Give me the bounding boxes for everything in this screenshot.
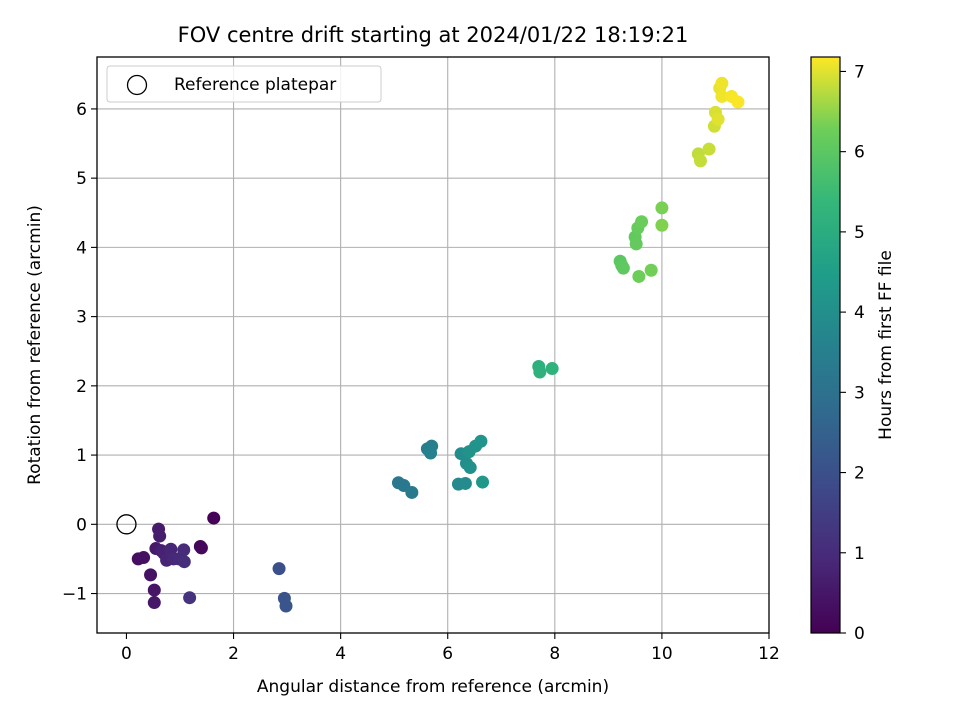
grid-lines	[97, 57, 769, 633]
data-point	[533, 365, 547, 379]
x-tick-label: 12	[758, 644, 780, 664]
data-point	[476, 475, 490, 489]
y-axis-ticks: −1 0 1 2 3 4 5 6	[62, 100, 97, 605]
data-point	[629, 237, 643, 251]
colorbar-tick-label: 4	[854, 303, 865, 323]
data-point	[655, 218, 669, 232]
data-point	[715, 89, 729, 103]
data-point	[474, 434, 488, 448]
colorbar-tick-label: 2	[854, 464, 865, 484]
data-point	[183, 591, 197, 605]
x-tick-label: 10	[651, 644, 673, 664]
reference-platepar-marker	[116, 514, 137, 535]
chart-title: FOV centre drift starting at 2024/01/22 …	[178, 23, 689, 47]
data-point	[177, 555, 191, 569]
data-point	[424, 446, 438, 460]
x-tick-label: 0	[121, 644, 132, 664]
colorbar-tick-label: 0	[854, 624, 865, 644]
data-point	[405, 485, 419, 499]
y-tick-label: 2	[76, 377, 87, 397]
legend-label-reference: Reference platepar	[174, 75, 336, 95]
data-points	[131, 76, 745, 613]
colorbar	[810, 56, 841, 634]
y-tick-label: 3	[76, 308, 87, 328]
data-point	[177, 543, 191, 557]
reference-marker-layer	[116, 514, 137, 535]
data-point	[147, 596, 161, 610]
x-tick-label: 2	[228, 644, 239, 664]
data-point	[644, 263, 658, 277]
y-tick-label: 1	[76, 446, 87, 466]
x-tick-label: 8	[549, 644, 560, 664]
data-point	[153, 529, 167, 543]
data-point	[702, 142, 716, 156]
colorbar-tick-label: 1	[854, 544, 865, 564]
colorbar-tick-label: 7	[854, 62, 865, 82]
data-point	[272, 562, 286, 576]
y-tick-label: 6	[76, 100, 87, 120]
data-point	[693, 154, 707, 168]
data-point	[655, 201, 669, 215]
data-point	[616, 261, 630, 275]
colorbar-ticks: 0 1 2 3 4 5 6 7	[840, 62, 865, 644]
x-axis-title: Angular distance from reference (arcmin)	[257, 677, 609, 697]
data-point	[458, 476, 472, 490]
x-axis-ticks: 0 2 4 6 8 10 12	[121, 633, 780, 664]
y-tick-label: 5	[76, 169, 87, 189]
data-point	[194, 541, 208, 555]
data-point	[279, 599, 293, 613]
data-point	[144, 568, 158, 582]
colorbar-tick-label: 6	[854, 143, 865, 163]
legend-box	[106, 65, 382, 103]
data-point	[711, 112, 725, 126]
y-tick-label: −1	[62, 585, 87, 605]
colorbar-tick-label: 3	[854, 383, 865, 403]
y-tick-label: 0	[76, 515, 87, 535]
data-point	[635, 215, 649, 229]
data-point	[463, 461, 477, 475]
data-point	[715, 76, 729, 90]
y-tick-label: 4	[76, 238, 87, 258]
colorbar-title: Hours from first FF file	[876, 250, 896, 440]
data-point	[147, 583, 161, 597]
data-point	[545, 362, 559, 376]
x-tick-label: 4	[335, 644, 346, 664]
data-point	[632, 269, 646, 283]
data-point	[137, 551, 151, 565]
legend: Reference platepar	[106, 65, 382, 103]
data-point	[731, 95, 745, 109]
legend-marker-reference	[126, 74, 148, 96]
y-axis-title: Rotation from reference (arcmin)	[25, 205, 45, 485]
colorbar-tick-label: 5	[854, 223, 865, 243]
plot-frame	[96, 56, 770, 634]
x-tick-label: 6	[442, 644, 453, 664]
data-point	[207, 511, 221, 525]
